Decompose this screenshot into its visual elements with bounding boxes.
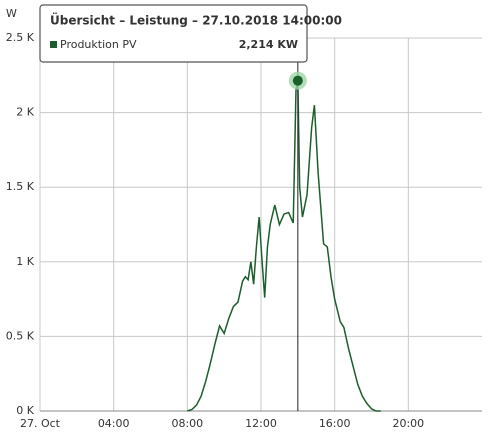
y-tick-label: 2 K bbox=[16, 106, 34, 119]
x-tick-label: 08:00 bbox=[171, 417, 203, 430]
x-tick-label: 12:00 bbox=[245, 417, 277, 430]
y-tick-label: 1.5 K bbox=[6, 180, 35, 193]
tooltip-box bbox=[39, 4, 308, 63]
x-tick-label: 20:00 bbox=[392, 417, 424, 430]
x-tick-label: 27. Oct bbox=[20, 417, 61, 430]
y-axis-label: W bbox=[6, 7, 17, 20]
y-tick-label: 0.5 K bbox=[6, 329, 35, 342]
tooltip: Übersicht – Leistung – 27.10.2018 14:00:… bbox=[39, 4, 342, 63]
y-tick-label: 2.5 K bbox=[6, 31, 35, 44]
tooltip-series: Produktion PV bbox=[60, 38, 137, 51]
y-tick-label: 1 K bbox=[16, 255, 34, 268]
x-tick-label: 04:00 bbox=[98, 417, 130, 430]
hover-marker bbox=[292, 75, 303, 86]
tooltip-swatch bbox=[50, 41, 57, 48]
tooltip-value: 2,214 KW bbox=[239, 38, 298, 51]
y-tick-label: 0 K bbox=[16, 404, 34, 417]
tooltip-title: Übersicht – Leistung – 27.10.2018 14:00:… bbox=[50, 13, 342, 28]
plot: 0 K 0.5 K 1 K 1.5 K 2 K 2.5 K 27. Oct 04:00 08:0… bbox=[6, 31, 482, 430]
x-tick-label: 16:00 bbox=[319, 417, 351, 430]
series-line bbox=[187, 80, 381, 412]
